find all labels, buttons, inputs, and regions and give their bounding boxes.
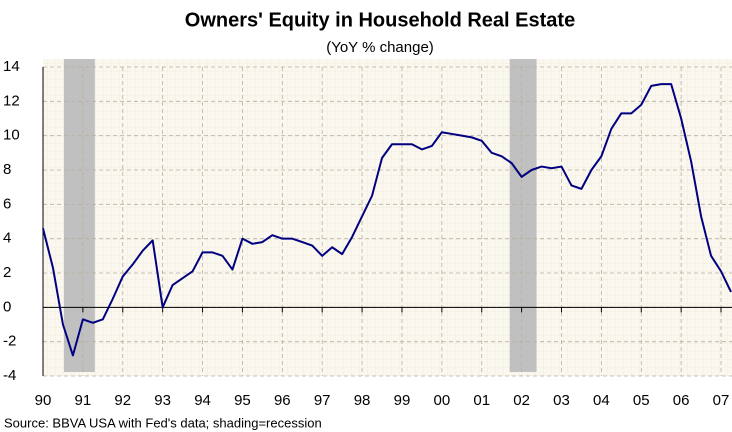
x-tick-label: 93 xyxy=(154,392,171,409)
y-tick-label: 4 xyxy=(3,230,11,247)
x-tick-label: 95 xyxy=(234,392,251,409)
y-tick-label: 10 xyxy=(3,127,20,144)
y-tick-label: 12 xyxy=(3,92,20,109)
x-tick-label: 97 xyxy=(314,392,331,409)
chart-subtitle: (YoY % change) xyxy=(326,39,434,56)
x-tick-label: 99 xyxy=(394,392,411,409)
x-tick-label: 00 xyxy=(433,392,450,409)
y-tick-label: 2 xyxy=(3,264,11,281)
data-line xyxy=(42,83,732,357)
y-tick-label: -2 xyxy=(3,333,16,350)
x-tick-label: 91 xyxy=(75,392,92,409)
x-tick-label: 04 xyxy=(593,392,610,409)
x-tick-label: 03 xyxy=(553,392,570,409)
x-tick-label: 90 xyxy=(35,392,52,409)
x-tick-label: 98 xyxy=(354,392,371,409)
y-tick-label: -4 xyxy=(3,367,16,384)
y-tick-label: 14 xyxy=(3,58,20,75)
x-tick-label: 07 xyxy=(713,392,730,409)
y-tick-label: 0 xyxy=(3,298,11,315)
y-tick-label: 6 xyxy=(3,195,11,212)
x-tick-label: 92 xyxy=(114,392,131,409)
x-tick-label: 02 xyxy=(513,392,530,409)
x-tick-label: 94 xyxy=(194,392,211,409)
recession-band xyxy=(509,59,537,372)
plot-background xyxy=(43,59,732,376)
y-tick-label: 8 xyxy=(3,161,11,178)
x-tick-label: 05 xyxy=(633,392,650,409)
x-tick-label: 01 xyxy=(473,392,490,409)
recession-band xyxy=(63,59,95,372)
chart-title: Owners' Equity in Household Real Estate xyxy=(185,9,575,31)
x-tick-label: 96 xyxy=(274,392,291,409)
x-tick-label: 06 xyxy=(673,392,690,409)
source-note: Source: BBVA USA with Fed's data; shadin… xyxy=(4,415,322,430)
